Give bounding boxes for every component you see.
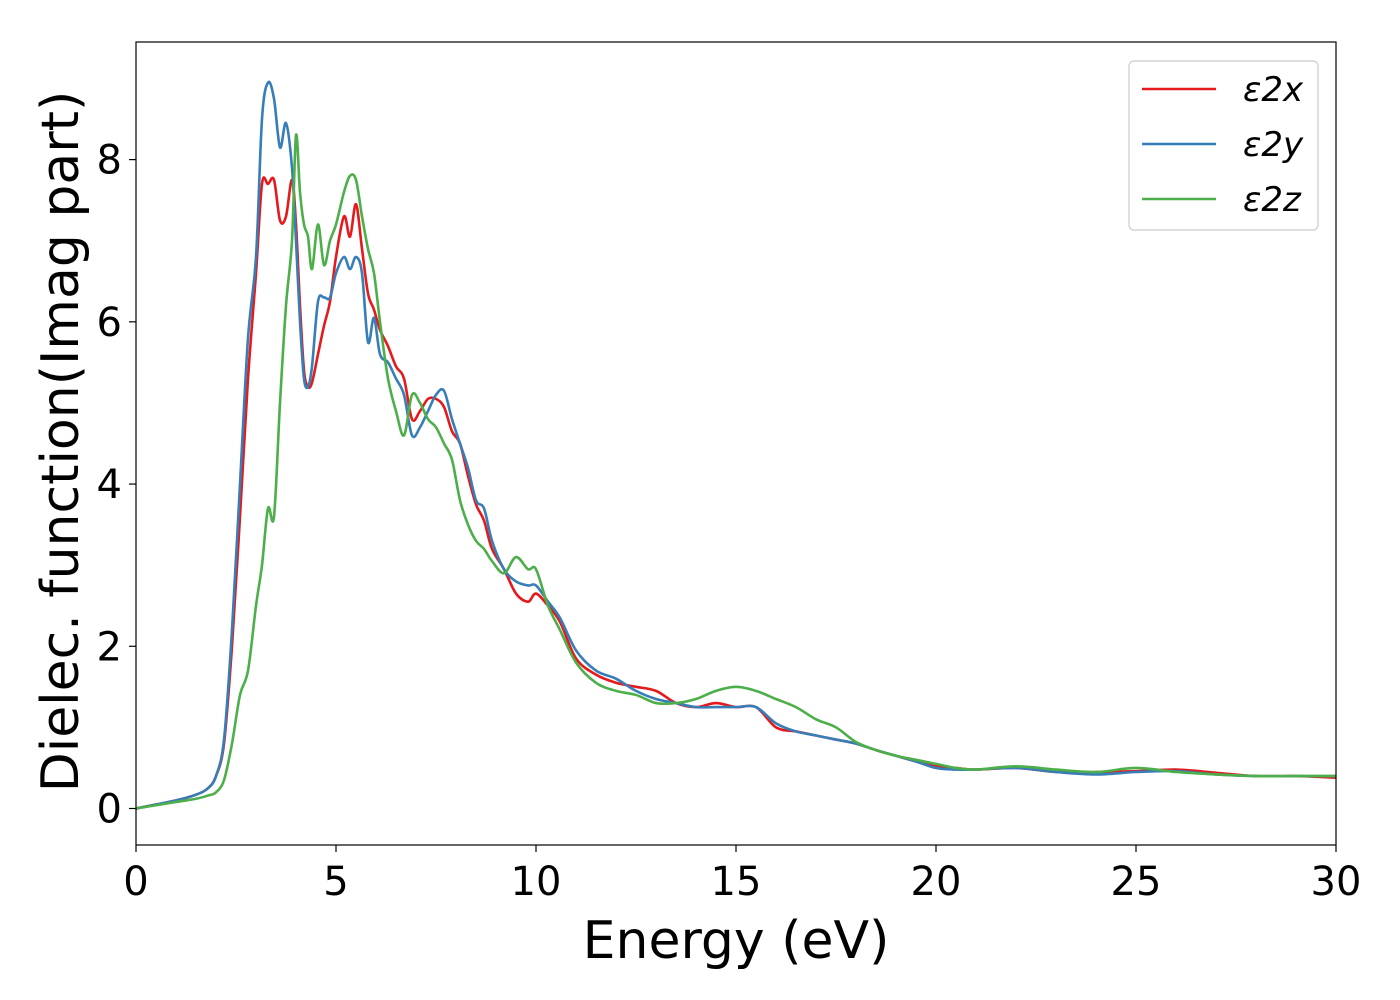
x-axis: 0 5 10 15 20 25 30 [123,845,1361,905]
x-tick-label: 25 [1111,859,1162,905]
y-tick-label: 6 [97,300,122,346]
x-tick-label: 20 [911,859,962,905]
legend-label: ε2z [1243,180,1302,220]
series-line-3 [136,133,1336,810]
x-tick-label: 10 [511,859,562,905]
y-tick-label: 8 [97,138,122,184]
legend-label: ε2y [1243,125,1304,165]
legend-label: ε2x [1243,70,1304,110]
y-tick-label: 0 [97,787,122,833]
x-axis-title: Energy (eV) [583,911,890,971]
y-tick-label: 2 [97,624,122,670]
y-axis-title: Dielec. function(Imag part) [31,91,91,793]
x-tick-label: 30 [1311,859,1362,905]
legend: ε2x ε2y ε2z [1128,60,1319,231]
plot-area [136,80,1336,810]
x-tick-label: 0 [123,859,148,905]
y-tick-label: 4 [97,462,122,508]
x-tick-label: 15 [711,859,762,905]
legend-box [1128,60,1319,231]
x-tick-label: 5 [323,859,348,905]
y-axis: 0 2 4 6 8 [97,138,136,833]
